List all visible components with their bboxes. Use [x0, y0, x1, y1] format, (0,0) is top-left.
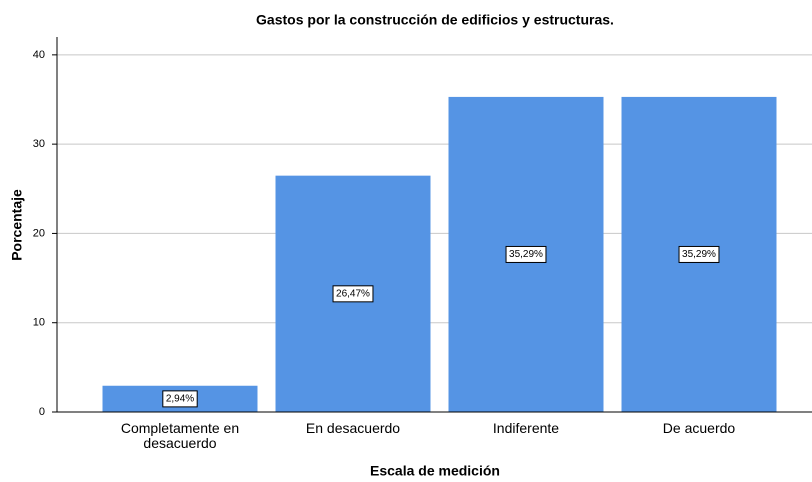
- x-tick-label: Indiferente: [492, 420, 560, 436]
- chart-title: Gastos por la construcción de edificios …: [256, 12, 614, 28]
- value-label-box: [162, 390, 198, 408]
- y-axis-label: Porcentaje: [9, 189, 25, 261]
- x-tick-label: De acuerdo: [662, 420, 736, 436]
- x-tick-label: Completamente en desacuerdo: [120, 420, 240, 451]
- x-axis-label: Escala de medición: [370, 463, 500, 479]
- value-label: 2,94%: [166, 394, 194, 405]
- value-label: 35,29%: [509, 249, 543, 260]
- value-label: 35,29%: [682, 249, 716, 260]
- y-tick-label: 10: [33, 317, 45, 329]
- value-label-box: [505, 245, 547, 263]
- x-tick-label: En desacuerdo: [305, 420, 401, 436]
- y-tick-label: 40: [33, 49, 45, 61]
- value-label-box: [332, 285, 374, 303]
- value-label: 26,47%: [336, 288, 370, 299]
- y-tick-label: 0: [39, 406, 45, 418]
- value-label-box: [678, 245, 720, 263]
- y-tick-label: 20: [33, 227, 45, 239]
- y-tick-label: 30: [33, 138, 45, 150]
